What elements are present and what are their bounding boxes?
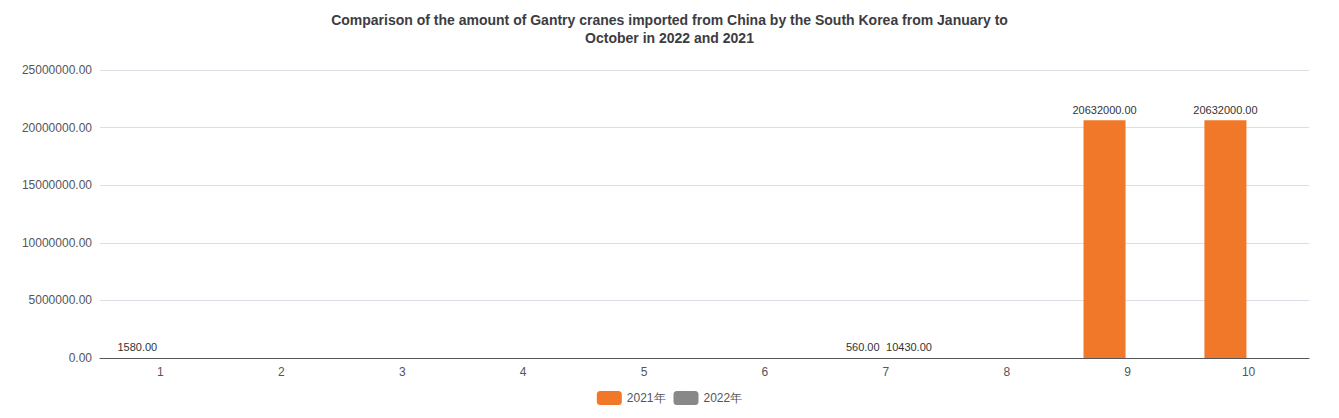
svg-text:25000000.00: 25000000.00 xyxy=(22,63,92,77)
svg-text:6: 6 xyxy=(762,365,769,379)
svg-text:8: 8 xyxy=(1003,365,1010,379)
svg-text:2021年: 2021年 xyxy=(627,391,666,405)
svg-text:2: 2 xyxy=(278,365,285,379)
svg-text:10430.00: 10430.00 xyxy=(886,341,932,353)
svg-text:5000000.00: 5000000.00 xyxy=(29,293,93,307)
svg-text:20632000.00: 20632000.00 xyxy=(1072,104,1136,116)
svg-text:4: 4 xyxy=(520,365,527,379)
svg-text:7: 7 xyxy=(883,365,890,379)
svg-text:Comparison of the amount of Ga: Comparison of the amount of Gantry crane… xyxy=(331,12,1008,28)
svg-text:560.00: 560.00 xyxy=(846,341,880,353)
svg-text:10: 10 xyxy=(1242,365,1256,379)
svg-text:October in 2022 and 2021: October in 2022 and 2021 xyxy=(585,30,754,46)
svg-text:5: 5 xyxy=(641,365,648,379)
svg-text:9: 9 xyxy=(1124,365,1131,379)
svg-text:20632000.00: 20632000.00 xyxy=(1193,104,1257,116)
svg-text:1580.00: 1580.00 xyxy=(117,341,157,353)
svg-text:10000000.00: 10000000.00 xyxy=(22,236,92,250)
svg-text:15000000.00: 15000000.00 xyxy=(22,178,92,192)
svg-text:3: 3 xyxy=(399,365,406,379)
svg-text:20000000.00: 20000000.00 xyxy=(22,121,92,135)
svg-text:0.00: 0.00 xyxy=(69,351,93,365)
svg-text:2022年: 2022年 xyxy=(704,391,743,405)
svg-text:1: 1 xyxy=(157,365,164,379)
